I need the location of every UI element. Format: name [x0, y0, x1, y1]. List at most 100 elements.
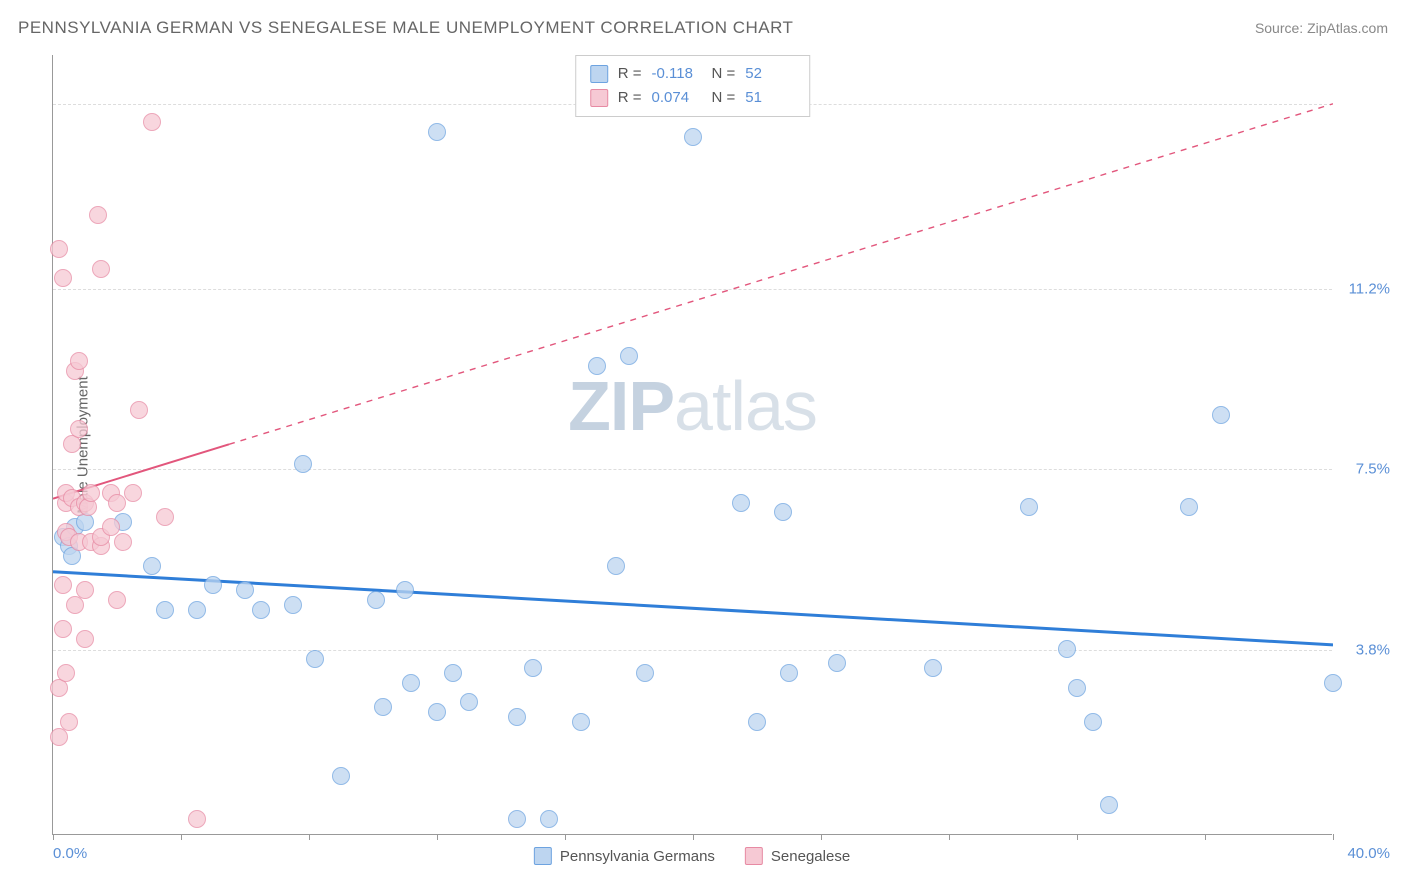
stats-row: R =-0.118N =52	[590, 62, 796, 86]
x-tick	[1077, 834, 1078, 840]
scatter-point	[1058, 640, 1076, 658]
scatter-point	[143, 557, 161, 575]
scatter-point	[428, 703, 446, 721]
x-tick	[821, 834, 822, 840]
n-label: N =	[712, 86, 736, 110]
scatter-point	[428, 123, 446, 141]
legend-item: Senegalese	[745, 847, 850, 865]
plot-area: ZIPatlas 3.8%7.5%11.2%0.0%40.0%R =-0.118…	[52, 55, 1332, 835]
scatter-point	[92, 260, 110, 278]
y-tick-label: 7.5%	[1356, 461, 1390, 478]
scatter-point	[60, 713, 78, 731]
stats-row: R = 0.074 N = 51	[590, 86, 796, 110]
scatter-point	[124, 484, 142, 502]
watermark-light: atlas	[674, 367, 817, 445]
watermark: ZIPatlas	[568, 366, 817, 446]
scatter-point	[284, 596, 302, 614]
legend-swatch	[590, 89, 608, 107]
scatter-point	[1324, 674, 1342, 692]
x-tick	[1333, 834, 1334, 840]
legend-swatch	[590, 65, 608, 83]
trend-line-dashed	[229, 104, 1333, 445]
scatter-point	[114, 533, 132, 551]
gridline	[53, 650, 1332, 651]
scatter-point	[108, 494, 126, 512]
x-tick	[949, 834, 950, 840]
scatter-point	[540, 810, 558, 828]
r-value: 0.074	[652, 86, 702, 110]
r-label: R =	[618, 62, 642, 86]
scatter-point	[54, 576, 72, 594]
trend-lines	[53, 55, 1333, 835]
x-tick	[309, 834, 310, 840]
scatter-point	[588, 357, 606, 375]
scatter-point	[732, 494, 750, 512]
n-label: N =	[712, 62, 736, 86]
gridline	[53, 469, 1332, 470]
scatter-point	[50, 240, 68, 258]
chart-source: Source: ZipAtlas.com	[1255, 20, 1388, 36]
gridline	[53, 289, 1332, 290]
x-tick	[181, 834, 182, 840]
y-tick-label: 11.2%	[1349, 281, 1390, 298]
bottom-legend: Pennsylvania Germans Senegalese	[534, 847, 850, 865]
scatter-point	[524, 659, 542, 677]
scatter-point	[1068, 679, 1086, 697]
scatter-point	[108, 591, 126, 609]
scatter-point	[828, 654, 846, 672]
x-tick-label: 40.0%	[1347, 845, 1390, 862]
scatter-point	[1084, 713, 1102, 731]
scatter-point	[508, 810, 526, 828]
plot-container: Male Unemployment ZIPatlas 3.8%7.5%11.2%…	[52, 55, 1332, 835]
scatter-point	[70, 352, 88, 370]
chart-title: PENNSYLVANIA GERMAN VS SENEGALESE MALE U…	[18, 18, 793, 38]
x-tick	[53, 834, 54, 840]
scatter-point	[1212, 406, 1230, 424]
scatter-point	[143, 113, 161, 131]
x-tick	[1205, 834, 1206, 840]
scatter-point	[70, 420, 88, 438]
x-tick	[437, 834, 438, 840]
scatter-point	[444, 664, 462, 682]
scatter-point	[252, 601, 270, 619]
legend-swatch	[534, 847, 552, 865]
scatter-point	[332, 767, 350, 785]
scatter-point	[1100, 796, 1118, 814]
scatter-point	[76, 581, 94, 599]
n-value: 51	[745, 86, 795, 110]
scatter-point	[89, 206, 107, 224]
scatter-point	[156, 508, 174, 526]
scatter-point	[1180, 498, 1198, 516]
scatter-point	[396, 581, 414, 599]
legend-swatch	[745, 847, 763, 865]
r-label: R =	[618, 86, 642, 110]
scatter-point	[780, 664, 798, 682]
watermark-bold: ZIP	[568, 367, 674, 445]
scatter-point	[188, 810, 206, 828]
scatter-point	[508, 708, 526, 726]
scatter-point	[236, 581, 254, 599]
scatter-point	[82, 484, 100, 502]
scatter-point	[607, 557, 625, 575]
scatter-point	[460, 693, 478, 711]
scatter-point	[402, 674, 420, 692]
scatter-point	[102, 518, 120, 536]
y-tick-label: 3.8%	[1356, 641, 1390, 658]
scatter-point	[76, 630, 94, 648]
scatter-point	[572, 713, 590, 731]
scatter-point	[636, 664, 654, 682]
scatter-point	[367, 591, 385, 609]
legend-label: Pennsylvania Germans	[560, 848, 715, 865]
scatter-point	[620, 347, 638, 365]
scatter-point	[156, 601, 174, 619]
n-value: 52	[745, 62, 795, 86]
scatter-point	[294, 455, 312, 473]
scatter-point	[54, 269, 72, 287]
scatter-point	[748, 713, 766, 731]
chart-header: PENNSYLVANIA GERMAN VS SENEGALESE MALE U…	[18, 18, 1388, 38]
legend-label: Senegalese	[771, 848, 850, 865]
scatter-point	[684, 128, 702, 146]
stats-box: R =-0.118N =52R =0.074N =51	[575, 55, 811, 117]
scatter-point	[188, 601, 206, 619]
x-tick-label: 0.0%	[53, 845, 87, 862]
